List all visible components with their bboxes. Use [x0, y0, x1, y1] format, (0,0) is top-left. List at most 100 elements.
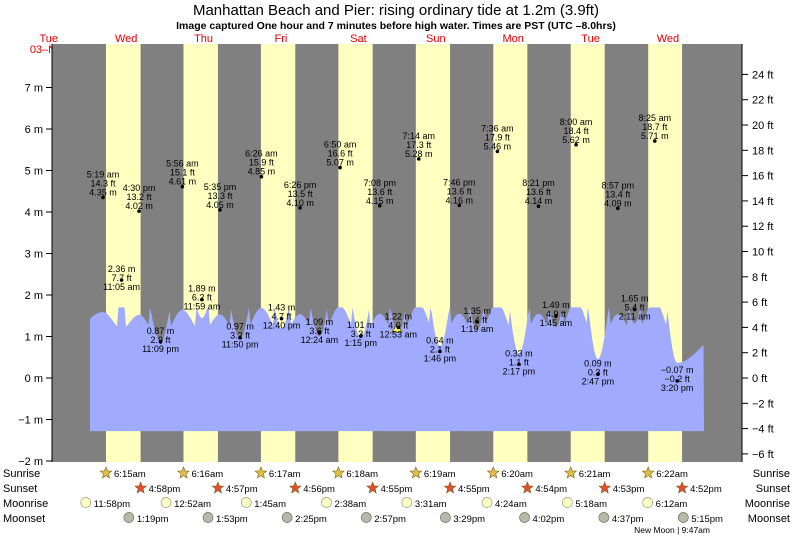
tide-ft-label: 7.7 ft: [112, 273, 133, 283]
sunset-time: 4:57pm: [226, 484, 258, 495]
right-tick-label: 20 ft: [752, 120, 773, 132]
sunset-time: 4:55pm: [381, 484, 413, 495]
tide-time-label: 12:53 am: [380, 329, 418, 339]
moonset-icon: [202, 512, 214, 523]
tide-point: [416, 157, 421, 161]
tide-ft-label: 14.3 ft: [91, 178, 117, 188]
water-area: [90, 307, 704, 432]
row-label-sunrise-right: Sunrise: [753, 468, 790, 480]
tide-m-label: 4.02 m: [125, 201, 153, 211]
tide-point: [475, 320, 479, 324]
moonrise-icon: [240, 497, 252, 508]
moonrise-time: 1:45am: [254, 499, 286, 510]
tide-ft-label: 13.6 ft: [367, 187, 393, 197]
moonrise-time: 2:38am: [335, 499, 367, 510]
tide-m-label: 5.62 m: [562, 135, 590, 145]
tide-time-label: 2:11 am: [619, 312, 651, 322]
axes: 7 m 6 m 5 m 4 m 3 m 2 m 1 m 0 m −1 m −2 m 24 ft 22 …: [18, 44, 774, 468]
right-tick-label: 24 ft: [752, 69, 773, 81]
moonset-icon: [123, 512, 135, 523]
tide-ft-label: 4.7 ft: [272, 312, 293, 322]
moonset-icon: [281, 512, 293, 523]
tide-point: [158, 340, 163, 344]
day-name: Tue: [581, 33, 600, 45]
moonset-time: 2:25pm: [295, 514, 327, 525]
sunset-time: 4:52pm: [690, 484, 722, 495]
tide-ft-label: 17.9 ft: [485, 132, 511, 142]
right-tick-label: 8 ft: [752, 272, 767, 284]
tide-point: [457, 203, 462, 208]
tide-time-label: 2:17 pm: [503, 366, 536, 376]
sunset-icon: [598, 481, 612, 494]
moonrise-icon: [80, 497, 92, 508]
tide-point: [616, 206, 620, 211]
tide-time-label: 2:47 pm: [582, 376, 615, 386]
day-name: Sun: [426, 33, 446, 45]
moonset-time: 3:29pm: [453, 514, 485, 525]
row-label-moonset-right: Moonset: [748, 513, 790, 525]
tide-ft-label: −0.2 ft: [664, 374, 690, 384]
sunrise-icon: [331, 466, 345, 479]
tide-m-label: 5.46 m: [484, 141, 512, 151]
sunset-time: 4:56pm: [303, 484, 335, 495]
tide-ft-label: 17.3 ft: [406, 140, 432, 150]
tide-m-label: 0.09 m: [584, 358, 612, 368]
tide-m-label: 1.22 m: [385, 311, 413, 321]
moonset-icon: [598, 512, 610, 523]
tide-m-label: 4.61 m: [169, 177, 197, 187]
tide-ft-label: 13.3 ft: [207, 191, 233, 201]
tide-m-label: 4.05 m: [206, 200, 234, 210]
tide-time-label: 7:46 pm: [443, 177, 476, 187]
right-tick-label: −6 ft: [752, 449, 774, 461]
tide-point: [317, 330, 322, 335]
tide-time-label: 5:19 am: [87, 169, 120, 179]
tide-point: [396, 325, 401, 330]
moonrise-icon: [562, 497, 573, 508]
sunset-time: 4:58pm: [149, 484, 181, 495]
tide-point: [358, 334, 363, 338]
tide-ft-label: 3.6 ft: [309, 326, 330, 336]
tide-point: [675, 379, 679, 383]
moonset-time: 1:53pm: [216, 514, 248, 525]
day-name: Wed: [657, 33, 679, 45]
left-tick-label: 2 m: [25, 290, 43, 302]
sunset-icon: [288, 481, 302, 494]
left-tick-label: −1 m: [18, 415, 43, 427]
tide-ft-label: 3.3 ft: [351, 329, 372, 339]
sunrise-time: 6:15am: [114, 469, 146, 480]
tide-m-label: 1.89 m: [188, 284, 216, 294]
tide-time-label: 6:26 pm: [284, 180, 317, 190]
tide-ft-label: 13.2 ft: [127, 192, 153, 202]
sunrise-icon: [409, 466, 423, 479]
right-tick-label: 12 ft: [752, 221, 773, 233]
sunrise-icon: [99, 466, 113, 479]
sunset-icon: [211, 481, 225, 494]
tide-ft-label: 13.6 ft: [526, 187, 552, 197]
tide-point: [180, 184, 185, 189]
tide-point: [377, 203, 382, 208]
right-tick-label: 16 ft: [752, 171, 773, 183]
tide-m-label: 5.07 m: [326, 158, 354, 168]
moonrise-time: 6:12am: [656, 499, 688, 510]
tide-ft-label: 13.5 ft: [288, 189, 314, 199]
tide-ft-label: 1.1 ft: [509, 357, 530, 367]
tide-ft-label: 3.2 ft: [230, 331, 251, 341]
moonset-icon: [677, 512, 689, 523]
tide-time-label: 12:40 pm: [263, 321, 301, 331]
moonrise-time: 12:52am: [174, 499, 211, 510]
row-label-sunrise: Sunrise: [3, 468, 40, 480]
row-label-sunset-right: Sunset: [756, 483, 790, 495]
tide-m-label: 0.33 m: [505, 348, 533, 358]
right-tick-label: 14 ft: [752, 196, 773, 208]
tide-ft-label: 5.4 ft: [625, 303, 646, 313]
tide-point: [596, 372, 600, 377]
left-tick-label: −2 m: [18, 456, 43, 468]
tide-ft-label: 13.4 ft: [605, 189, 631, 199]
tide-point: [653, 139, 657, 143]
moonrise-time: 4:24am: [495, 499, 527, 510]
tide-point: [101, 195, 105, 200]
tide-m-label: 1.35 m: [463, 306, 491, 316]
moonset-time: 5:15pm: [691, 514, 723, 525]
tide-m-label: 1.43 m: [268, 303, 296, 313]
moonrise-icon: [642, 497, 654, 508]
